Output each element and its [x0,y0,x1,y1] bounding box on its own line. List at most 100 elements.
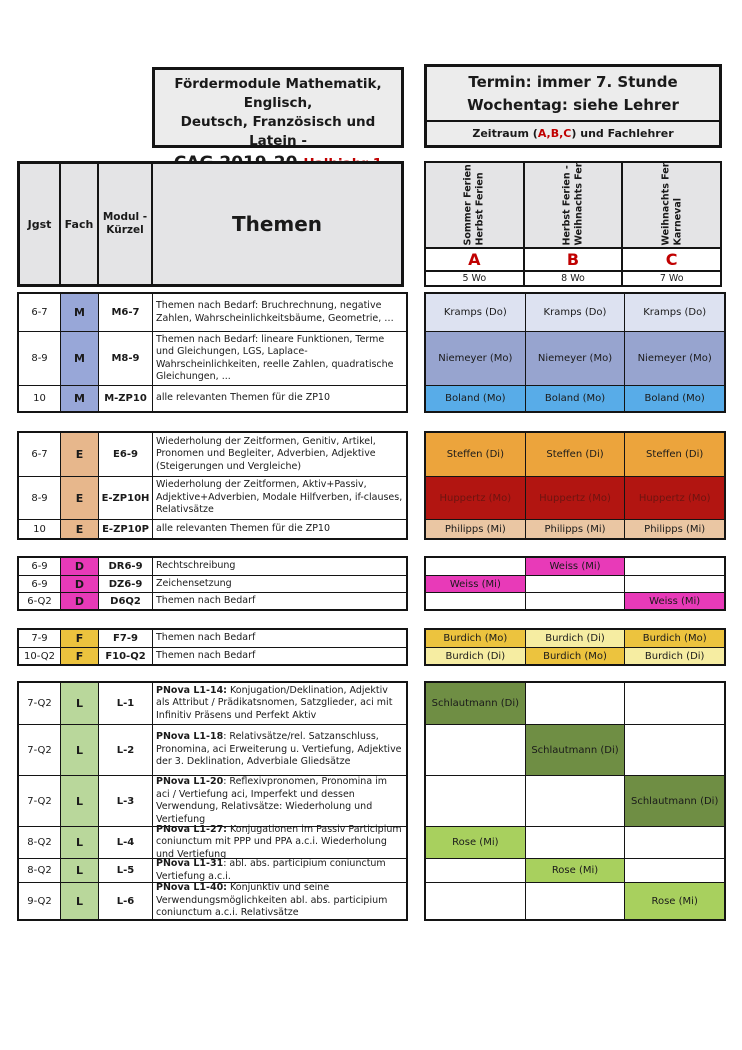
fach-cell: F [61,630,99,647]
themen-cell: PNova L1-27: Konjugationen im Passiv Par… [153,824,406,860]
schedule-cell-a [426,776,526,826]
block-e-topics-table: 6-7 E E6-9 Wiederholung der Zeitformen, Gen… [17,431,408,540]
modul-cell: M6-7 [99,294,153,331]
fach-cell: L [61,883,99,919]
table-row: 9-Q2 L L-6 PNova L1-40: Konjunktiv und sein… [19,882,406,919]
zeitraum-pre: Zeitraum ( [472,127,538,140]
schedule-row: Boland (Mo) Boland (Mo) Boland (Mo) [426,385,725,411]
period-c-weeks: 7 Wo [659,273,684,284]
schedule-row: Weiss (Mi) [426,558,725,575]
fach-cell: L [61,827,99,858]
schedule-cell-b: Philipps (Mi) [525,520,626,538]
schedule-row: Weiss (Mi) [426,575,725,592]
period-c-range-line2: Karneval [671,197,683,245]
schedule-cell-c: Burdich (Di) [625,648,725,664]
modul-cell: M-ZP10 [99,386,153,411]
jgst-cell: 7-Q2 [19,683,61,724]
period-c-range: Weihnachts Ferien - Karneval [623,163,721,249]
schedule-cell-a [426,725,526,775]
fach-cell: L [61,725,99,775]
period-col-b: Herbst Ferien - Weihnachts Ferien B 8 Wo [524,163,624,285]
period-a-range-line1: Sommer Ferien - [462,163,474,245]
period-b-range-line1: Herbst Ferien - [561,164,573,245]
schedule-cell-c: Philipps (Mi) [625,520,725,538]
schedule-cell-a: Steffen (Di) [426,433,526,476]
left-table-header: Jgst Fach Modul - Kürzel Themen [17,161,404,287]
modul-cell: F7-9 [99,630,153,647]
table-row: 7-9 F F7-9 Themen nach Bedarf [19,630,406,647]
schedule-cell-c [625,859,725,882]
schedule-row: Schlautmann (Di) [426,724,725,775]
col-header-jgst: Jgst [20,164,61,284]
jgst-cell: 6-9 [19,576,61,592]
modul-cell: DZ6-9 [99,576,153,592]
schedule-cell-a [426,558,526,575]
period-col-a: Sommer Ferien - Herbst Ferien A 5 Wo [426,163,525,285]
schedule-cell-c: Boland (Mo) [625,386,725,411]
schedule-cell-a: Weiss (Mi) [426,576,526,592]
themen-cell: Wiederholung der Zeitformen, Genitiv, Ar… [153,433,406,476]
jgst-cell: 6-7 [19,433,61,476]
table-row: 10 M M-ZP10 alle relevanten Themen für die … [19,385,406,411]
themen-text: PNova L1-27: Konjugationen im Passiv Par… [156,823,402,860]
schedule-row: Rose (Mi) [426,858,725,882]
fach-cell: F [61,648,99,664]
table-row: 6-Q2 D D6Q2 Themen nach Bedarf [19,592,406,609]
modul-line-1: Modul - [102,211,148,223]
schedule-cell-b: Huppertz (Mo) [525,477,626,519]
schedule-cell-b [525,883,626,919]
period-a-range: Sommer Ferien - Herbst Ferien [426,163,523,249]
themen-cell: Wiederholung der Zeitformen, Aktiv+Passi… [153,477,406,519]
table-row: 6-7 M M6-7 Themen nach Bedarf: Bruchrechnun… [19,294,406,331]
col-header-themen: Themen [231,212,323,236]
table-row: 6-9 D DR6-9 Rechtschreibung [19,558,406,575]
jgst-cell: 10-Q2 [19,648,61,664]
themen-cell: alle relevanten Themen für die ZP10 [153,386,406,411]
schedule-cell-c [625,683,725,724]
title-line-1: Fördermodule Mathematik, Englisch, [174,76,382,111]
themen-text: PNova L1-18: Relativsätze/rel. Satzansch… [156,731,402,768]
period-b-range-line2: Weihnachts Ferien [573,163,584,245]
jgst-cell: 6-7 [19,294,61,331]
schedule-cell-c: Kramps (Do) [625,294,725,331]
themen-cell: Themen nach Bedarf [153,630,406,647]
schedule-row: Kramps (Do) Kramps (Do) Kramps (Do) [426,294,725,331]
schedule-cell-b: Weiss (Mi) [525,558,626,575]
table-row: 8-9 E E-ZP10H Wiederholung der Zeitformen, … [19,476,406,519]
col-header-modul: Modul - Kürzel [99,164,153,284]
fach-cell: E [61,520,99,538]
modul-cell: L-3 [99,776,153,826]
schedule-cell-b: Schlautmann (Di) [525,725,626,775]
schedule-row: Rose (Mi) [426,826,725,858]
themen-text: Zeichensetzung [156,577,232,589]
schedule-cell-b: Burdich (Mo) [525,648,626,664]
modul-cell: L-4 [99,827,153,858]
fach-cell: M [61,386,99,411]
jgst-cell: 6-9 [19,558,61,575]
modul-line-2: Kürzel [106,224,144,236]
schedule-cell-c: Niemeyer (Mo) [625,332,725,385]
themen-bold-prefix: PNova L1-40: [156,882,227,894]
schedule-cell-c [625,725,725,775]
modul-cell: E6-9 [99,433,153,476]
fach-cell: D [61,593,99,609]
schedule-cell-b [525,683,626,724]
modul-cell: L-6 [99,883,153,919]
termin-lines: Termin: immer 7. Stunde Wochentag: siehe… [427,67,719,122]
jgst-cell: 10 [19,386,61,411]
zeitraum-line: Zeitraum (A,B,C) und Fachlehrer [427,122,719,146]
fach-cell: M [61,294,99,331]
themen-cell: PNova L1-18: Relativsätze/rel. Satzansch… [153,725,406,775]
themen-cell: PNova L1-31: abl. abs. participium coniu… [153,858,406,882]
schedule-cell-c [625,576,725,592]
themen-text: Themen nach Bedarf [156,594,256,606]
schedule-cell-b: Boland (Mo) [525,386,626,411]
schedule-cell-b: Steffen (Di) [525,433,626,476]
zeitraum-abc: A,B,C [537,127,572,140]
schedule-cell-c [625,827,725,858]
themen-bold-prefix: PNova L1-14: [156,684,227,696]
schedule-cell-a: Philipps (Mi) [426,520,526,538]
block-m-topics-table: 6-7 M M6-7 Themen nach Bedarf: Bruchrechnun… [17,292,408,413]
schedule-row: Schlautmann (Di) [426,775,725,826]
schedule-cell-b [525,827,626,858]
